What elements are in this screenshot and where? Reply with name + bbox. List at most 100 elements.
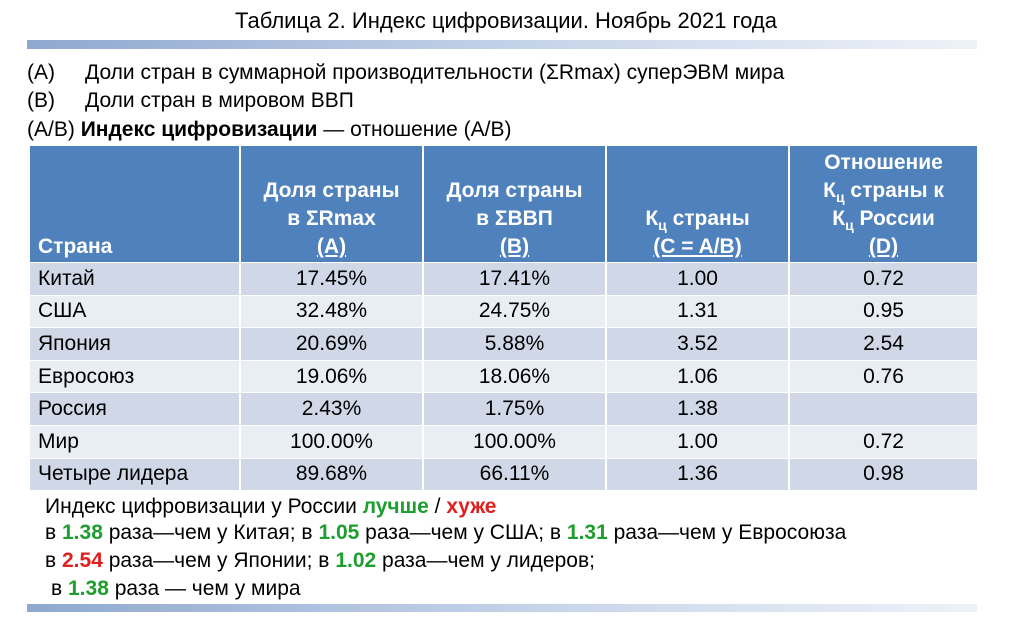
note-segment: раза—чем у Евросоюза	[607, 521, 847, 544]
legend-b: (B) Доли стран в мировом ВВП	[27, 88, 354, 113]
cell-share-rmax: 100.00%	[240, 424, 424, 459]
header-line: Кц России	[794, 205, 973, 233]
header-share-gdp: Доля страны в ΣВВП (B)	[423, 146, 607, 263]
cell-ratio: 0.72	[789, 424, 977, 459]
cell-country: Китай	[30, 262, 241, 296]
cell-kc: 1.00	[606, 424, 790, 459]
header-text: России	[853, 207, 935, 230]
cell-ratio: 0.72	[789, 262, 977, 296]
note-segment: раза—чем у США; в	[359, 521, 567, 544]
cell-country: Япония	[30, 327, 241, 361]
note-value: 1.38	[62, 521, 103, 544]
header-line: в ΣВВП	[476, 207, 553, 230]
cell-country: Четыре лидера	[30, 457, 241, 491]
cell-ratio: 0.95	[789, 294, 977, 328]
cell-share-gdp: 66.11%	[423, 457, 607, 491]
cell-kc: 1.36	[606, 457, 790, 491]
cell-share-gdp: 5.88%	[423, 327, 607, 361]
cell-kc: 1.31	[606, 294, 790, 328]
note-segment: в	[45, 521, 62, 544]
header-line: Доля страны	[263, 179, 400, 202]
cell-country: США	[30, 294, 241, 328]
header-line: Доля страны	[446, 179, 583, 202]
table-row: Мир 100.00% 100.00% 1.00 0.72	[30, 424, 977, 459]
summary-heading: Индекс цифровизации у России лучше / хуж…	[45, 495, 497, 519]
cell-share-rmax: 17.45%	[240, 262, 424, 296]
table-row: Евросоюз 19.06% 18.06% 1.06 0.76	[30, 359, 977, 393]
note-segment: раза — чем у мира	[108, 577, 301, 600]
table-header-row: Страна Доля страны в ΣRmax (A) Доля стра…	[30, 146, 977, 263]
header-line: (B)	[499, 235, 530, 258]
header-ratio: Отношение Кц страны к Кц России (D)	[789, 146, 977, 263]
cell-share-gdp: 18.06%	[423, 359, 607, 393]
table-row: Россия 2.43% 1.75% 1.38	[30, 392, 977, 426]
header-text: страны к	[844, 179, 944, 202]
legend-text: — отношение (A/B)	[317, 118, 512, 141]
legend-ab: (A/B) Индекс цифровизации — отношение (A…	[27, 117, 511, 142]
header-line: (C = A/B)	[653, 235, 742, 258]
legend-text: Доли стран в мировом ВВП	[85, 89, 354, 112]
note-value: 1.31	[566, 521, 608, 544]
cell-share-rmax: 2.43%	[240, 392, 424, 426]
header-line: Кц страны к	[794, 177, 973, 205]
digitalization-table: Страна Доля страны в ΣRmax (A) Доля стра…	[30, 146, 977, 491]
cell-kc: 1.06	[606, 359, 790, 393]
top-divider	[27, 40, 977, 49]
cell-share-gdp: 24.75%	[423, 294, 607, 328]
header-line: (D)	[868, 235, 899, 258]
note-segment: раза—чем у лидеров;	[376, 549, 595, 572]
table-row: Четыре лидера 89.68% 66.11% 1.36 0.98	[30, 457, 977, 491]
header-text: К	[823, 179, 836, 202]
cell-country: Мир	[30, 424, 241, 459]
legend-text: Доли стран в суммарной производительност…	[85, 61, 785, 84]
cell-kc: 1.00	[606, 262, 790, 296]
header-kc: Кц страны (C = A/B)	[606, 146, 790, 263]
legend-tag: (A)	[27, 61, 55, 84]
note-value: 1.02	[335, 549, 377, 572]
note-segment: в	[51, 577, 68, 600]
table-row: США 32.48% 24.75% 1.31 0.95	[30, 294, 977, 328]
header-subscript: ц	[845, 217, 854, 234]
summary-line: в 1.38 раза—чем у Китая; в 1.05 раза—чем…	[45, 521, 846, 545]
header-country: Страна	[30, 146, 241, 263]
bottom-divider	[27, 604, 977, 612]
header-line: в ΣRmax	[287, 207, 376, 230]
summary-line: в 1.38 раза — чем у мира	[51, 577, 301, 601]
table-row: Китай 17.45% 17.41% 1.00 0.72	[30, 262, 977, 296]
header-text: К	[645, 207, 659, 230]
cell-kc: 3.52	[606, 327, 790, 361]
cell-share-rmax: 19.06%	[240, 359, 424, 393]
legend-tag: (A/B)	[27, 118, 75, 141]
header-line: (A)	[316, 235, 347, 258]
cell-ratio: 0.98	[789, 457, 977, 491]
header-line: Кц страны	[611, 205, 784, 233]
cell-share-gdp: 17.41%	[423, 262, 607, 296]
summary-line: в 2.54 раза—чем у Японии; в 1.02 раза—че…	[45, 549, 595, 573]
header-share-rmax: Доля страны в ΣRmax (A)	[240, 146, 424, 263]
header-subscript: ц	[658, 217, 667, 234]
worse-label: хуже	[446, 495, 497, 518]
legend-a: (A) Доли стран в суммарной производительн…	[27, 60, 784, 85]
note-segment: раза—чем у Японии; в	[102, 549, 336, 572]
cell-kc: 1.38	[606, 392, 790, 426]
slash-separator: /	[428, 495, 447, 518]
cell-share-gdp: 1.75%	[423, 392, 607, 426]
cell-country: Евросоюз	[30, 359, 241, 393]
table-row: Япония 20.69% 5.88% 3.52 2.54	[30, 327, 977, 361]
page-title: Таблица 2. Индекс цифровизации. Ноябрь 2…	[235, 8, 777, 33]
note-segment: раза—чем у Китая; в	[102, 521, 319, 544]
legend-bold-term: Индекс цифровизации	[80, 118, 318, 141]
cell-country: Россия	[30, 392, 241, 426]
cell-ratio: 0.76	[789, 359, 977, 393]
header-text: К	[832, 207, 846, 230]
cell-ratio: 2.54	[789, 327, 977, 361]
header-subscript: ц	[835, 189, 845, 206]
note-value: 2.54	[62, 549, 103, 572]
note-segment: в	[45, 549, 62, 572]
cell-share-gdp: 100.00%	[423, 424, 607, 459]
header-text: страны	[666, 207, 750, 230]
cell-share-rmax: 89.68%	[240, 457, 424, 491]
note-value: 1.38	[68, 577, 109, 600]
note-value: 1.05	[318, 521, 360, 544]
legend-tag: (B)	[27, 89, 55, 112]
